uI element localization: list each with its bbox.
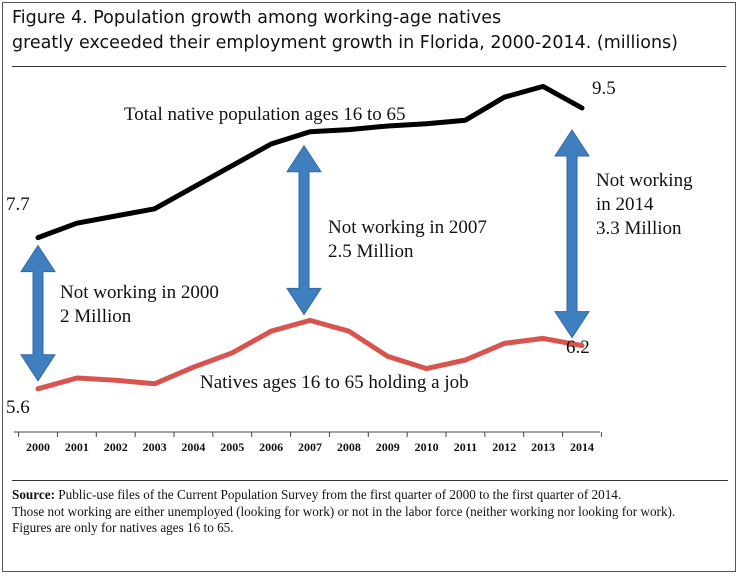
chart-title: Figure 4. Population growth among workin… bbox=[12, 6, 728, 56]
data-point bbox=[74, 376, 79, 380]
source-line1: Public-use files of the Current Populati… bbox=[54, 487, 622, 502]
line-chart: 2000 2001 2002 2003 2004 2005 2006 2007 2008 2009… bbox=[6, 78, 693, 454]
x-tick-label: 2007 bbox=[298, 440, 322, 454]
gap-2007-label-line1: Not working in 2007 bbox=[328, 217, 487, 238]
start-total-value: 7.7 bbox=[6, 194, 30, 215]
data-point bbox=[191, 365, 196, 370]
source-label: Source: bbox=[12, 487, 55, 502]
data-point bbox=[541, 84, 546, 89]
data-point bbox=[424, 366, 429, 371]
x-tick-label: 2002 bbox=[104, 440, 128, 454]
x-tick-label: 2012 bbox=[492, 440, 516, 454]
x-tick-label: 2010 bbox=[415, 440, 439, 454]
data-point bbox=[191, 185, 196, 190]
x-axis: 2000 2001 2002 2003 2004 2005 2006 2007 2008 2009… bbox=[14, 431, 602, 454]
data-point bbox=[346, 329, 351, 334]
gap-arrow-2007 bbox=[286, 144, 322, 316]
data-point bbox=[308, 318, 312, 323]
data-point bbox=[580, 106, 584, 110]
x-tick-label: 2009 bbox=[376, 440, 400, 454]
source-line3: Figures are only for natives ages 16 to … bbox=[12, 520, 234, 535]
chart-title-line2: greatly exceeded their employment growth… bbox=[12, 33, 678, 53]
data-point bbox=[74, 221, 79, 226]
data-point bbox=[502, 341, 507, 346]
data-point bbox=[36, 386, 40, 391]
data-point bbox=[152, 206, 157, 211]
data-point bbox=[580, 343, 584, 348]
data-point bbox=[308, 129, 312, 134]
data-point bbox=[385, 354, 390, 359]
data-point bbox=[463, 118, 468, 123]
data-point bbox=[269, 329, 274, 334]
x-tick-label: 2005 bbox=[220, 440, 244, 454]
total-line-label: Total native population ages 16 to 65 bbox=[124, 104, 406, 125]
x-tick-label: 2013 bbox=[531, 440, 555, 454]
data-point bbox=[424, 121, 429, 126]
x-tick-label: 2014 bbox=[570, 440, 594, 454]
data-point bbox=[502, 95, 507, 100]
gap-2000-label-line2: 2 Million bbox=[60, 306, 132, 327]
source-line2: Those not working are either unemployed … bbox=[12, 503, 676, 519]
gap-2007-label-line2: 2.5 Million bbox=[328, 241, 414, 262]
chart-title-line1: Figure 4. Population growth among workin… bbox=[12, 8, 502, 28]
data-point bbox=[385, 124, 390, 128]
x-tick-label: 2000 bbox=[26, 440, 50, 454]
job-line-label: Natives ages 16 to 65 holding a job bbox=[200, 372, 469, 393]
data-point bbox=[230, 163, 235, 168]
data-point bbox=[152, 381, 157, 386]
x-tick-label: 2008 bbox=[337, 440, 361, 454]
data-point bbox=[113, 378, 118, 383]
x-tick-label: 2001 bbox=[65, 440, 89, 454]
gap-arrow-2014 bbox=[554, 129, 590, 339]
x-tick-label: 2006 bbox=[259, 440, 283, 454]
start-job-value: 5.6 bbox=[6, 397, 30, 418]
data-point bbox=[541, 336, 546, 341]
data-point bbox=[36, 235, 40, 240]
data-point bbox=[463, 358, 468, 362]
title-rule bbox=[12, 66, 726, 67]
gap-2014-label-line1: Not working bbox=[596, 170, 693, 191]
source-note: Source: Public-use files of the Current … bbox=[12, 480, 728, 537]
data-point bbox=[113, 214, 118, 218]
x-tick-label: 2003 bbox=[143, 440, 167, 454]
gap-2014-label-line3: 3.3 Million bbox=[596, 218, 682, 239]
end-total-value: 9.5 bbox=[592, 78, 616, 99]
gap-arrow-2000 bbox=[20, 244, 56, 382]
data-point bbox=[230, 350, 235, 355]
end-job-value: 6.2 bbox=[566, 337, 590, 358]
data-point bbox=[346, 127, 351, 132]
gap-2014-label-line2: in 2014 bbox=[596, 194, 654, 215]
gap-arrows bbox=[20, 129, 590, 382]
x-tick-label: 2004 bbox=[181, 440, 205, 454]
data-point bbox=[269, 142, 274, 146]
series-lines bbox=[35, 83, 585, 392]
x-tick-label: 2011 bbox=[454, 440, 477, 454]
gap-2000-label-line1: Not working in 2000 bbox=[60, 282, 219, 303]
